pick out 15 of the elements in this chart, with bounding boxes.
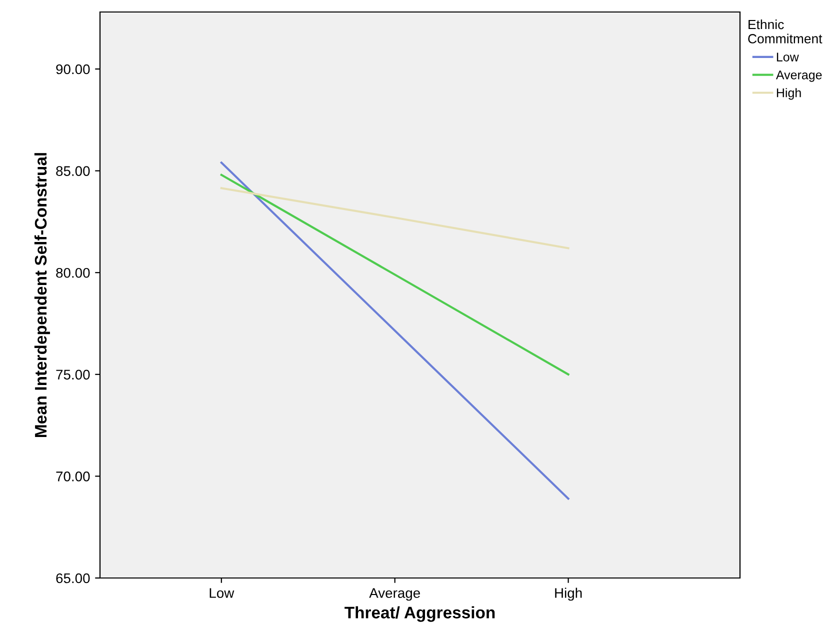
y-tick-label: 70.00 — [56, 472, 90, 482]
x-tick-label: Average — [369, 588, 420, 601]
y-tick-label: 80.00 — [56, 268, 90, 278]
legend-label: High — [776, 88, 801, 100]
y-tick-label: 75.00 — [56, 370, 90, 380]
y-tick-label: 65.00 — [56, 573, 90, 584]
y-tick-label: 90.00 — [56, 64, 90, 74]
x-tick-label: Low — [210, 588, 234, 598]
legend-label: Average — [776, 70, 822, 82]
legend-title: Ethnic Commitment — [748, 20, 822, 44]
y-axis-title: Mean Interdependent Self-Construal — [34, 153, 50, 437]
x-tick-label: High — [555, 588, 582, 601]
legend-label: Low — [776, 52, 799, 62]
y-tick-label: 85.00 — [56, 166, 90, 176]
x-axis-title: Threat/ Aggression — [344, 606, 495, 622]
